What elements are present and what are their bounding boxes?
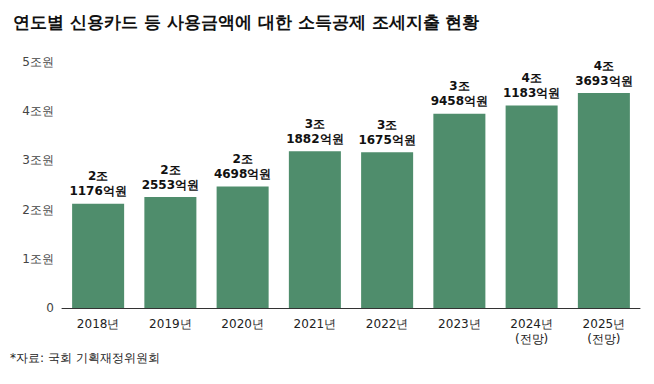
svg-text:(전망): (전망) (515, 332, 548, 346)
svg-text:4조: 4조 (594, 59, 614, 73)
svg-text:3693억원: 3693억원 (575, 74, 632, 88)
svg-text:4조원: 4조원 (22, 104, 54, 118)
svg-text:0: 0 (46, 301, 54, 315)
svg-text:1조원: 1조원 (22, 252, 54, 266)
svg-text:연도별 신용카드 등 사용금액에 대한 소득공제 조세지출: 연도별 신용카드 등 사용금액에 대한 소득공제 조세지출 현황 (13, 12, 479, 32)
svg-text:2조: 2조 (88, 169, 108, 183)
svg-text:2553억원: 2553억원 (142, 178, 199, 192)
svg-text:2조원: 2조원 (22, 203, 54, 217)
svg-text:3조: 3조 (377, 118, 397, 132)
svg-text:2조: 2조 (232, 152, 252, 166)
svg-text:3조: 3조 (305, 117, 325, 131)
svg-text:3조: 3조 (449, 79, 469, 93)
svg-text:4조: 4조 (521, 71, 541, 85)
svg-text:2조: 2조 (160, 163, 180, 177)
svg-text:2022년: 2022년 (366, 317, 409, 331)
svg-text:1176억원: 1176억원 (69, 184, 126, 198)
svg-text:2025년: 2025년 (583, 317, 626, 331)
svg-text:9458억원: 9458억원 (431, 94, 488, 108)
svg-text:1882억원: 1882억원 (286, 132, 343, 146)
svg-text:1183억원: 1183억원 (503, 86, 560, 100)
svg-text:1675억원: 1675억원 (358, 133, 415, 147)
svg-text:2020년: 2020년 (221, 317, 264, 331)
svg-text:4698억원: 4698억원 (214, 167, 271, 181)
svg-text:2018년: 2018년 (77, 317, 120, 331)
svg-text:3조원: 3조원 (22, 153, 54, 167)
svg-text:2019년: 2019년 (149, 317, 192, 331)
svg-text:(전망): (전망) (587, 332, 620, 346)
svg-text:2021년: 2021년 (294, 317, 337, 331)
svg-text:2024년: 2024년 (510, 317, 553, 331)
svg-text:2023년: 2023년 (438, 317, 481, 331)
svg-text:*자료: 국회 기획재정위원회: *자료: 국회 기획재정위원회 (10, 351, 160, 365)
svg-text:5조원: 5조원 (22, 55, 54, 69)
